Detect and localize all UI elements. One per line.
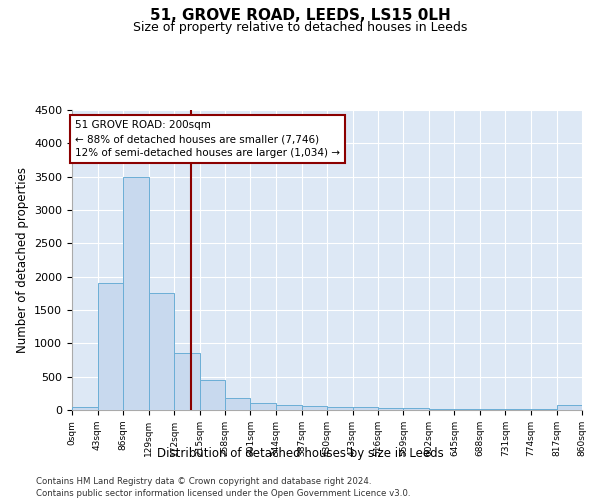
Bar — [276, 405, 302, 410]
Text: 51, GROVE ROAD, LEEDS, LS15 0LH: 51, GROVE ROAD, LEEDS, LS15 0LH — [149, 8, 451, 22]
Text: Size of property relative to detached houses in Leeds: Size of property relative to detached ho… — [133, 21, 467, 34]
Text: Distribution of detached houses by size in Leeds: Distribution of detached houses by size … — [157, 448, 443, 460]
Bar — [480, 409, 505, 410]
Bar — [378, 408, 403, 410]
Text: Contains public sector information licensed under the Open Government Licence v3: Contains public sector information licen… — [36, 489, 410, 498]
Bar — [72, 406, 97, 410]
Bar — [557, 405, 582, 410]
Bar — [199, 380, 225, 410]
Bar — [123, 176, 149, 410]
Bar — [353, 408, 378, 410]
Text: Contains HM Land Registry data © Crown copyright and database right 2024.: Contains HM Land Registry data © Crown c… — [36, 478, 371, 486]
Bar — [302, 406, 327, 410]
Bar — [174, 354, 199, 410]
Bar — [403, 408, 429, 410]
Bar — [149, 294, 174, 410]
Text: 51 GROVE ROAD: 200sqm
← 88% of detached houses are smaller (7,746)
12% of semi-d: 51 GROVE ROAD: 200sqm ← 88% of detached … — [75, 120, 340, 158]
Y-axis label: Number of detached properties: Number of detached properties — [16, 167, 29, 353]
Bar — [429, 408, 455, 410]
Bar — [251, 404, 276, 410]
Bar — [327, 406, 353, 410]
Bar — [455, 409, 480, 410]
Bar — [97, 284, 123, 410]
Bar — [225, 398, 251, 410]
